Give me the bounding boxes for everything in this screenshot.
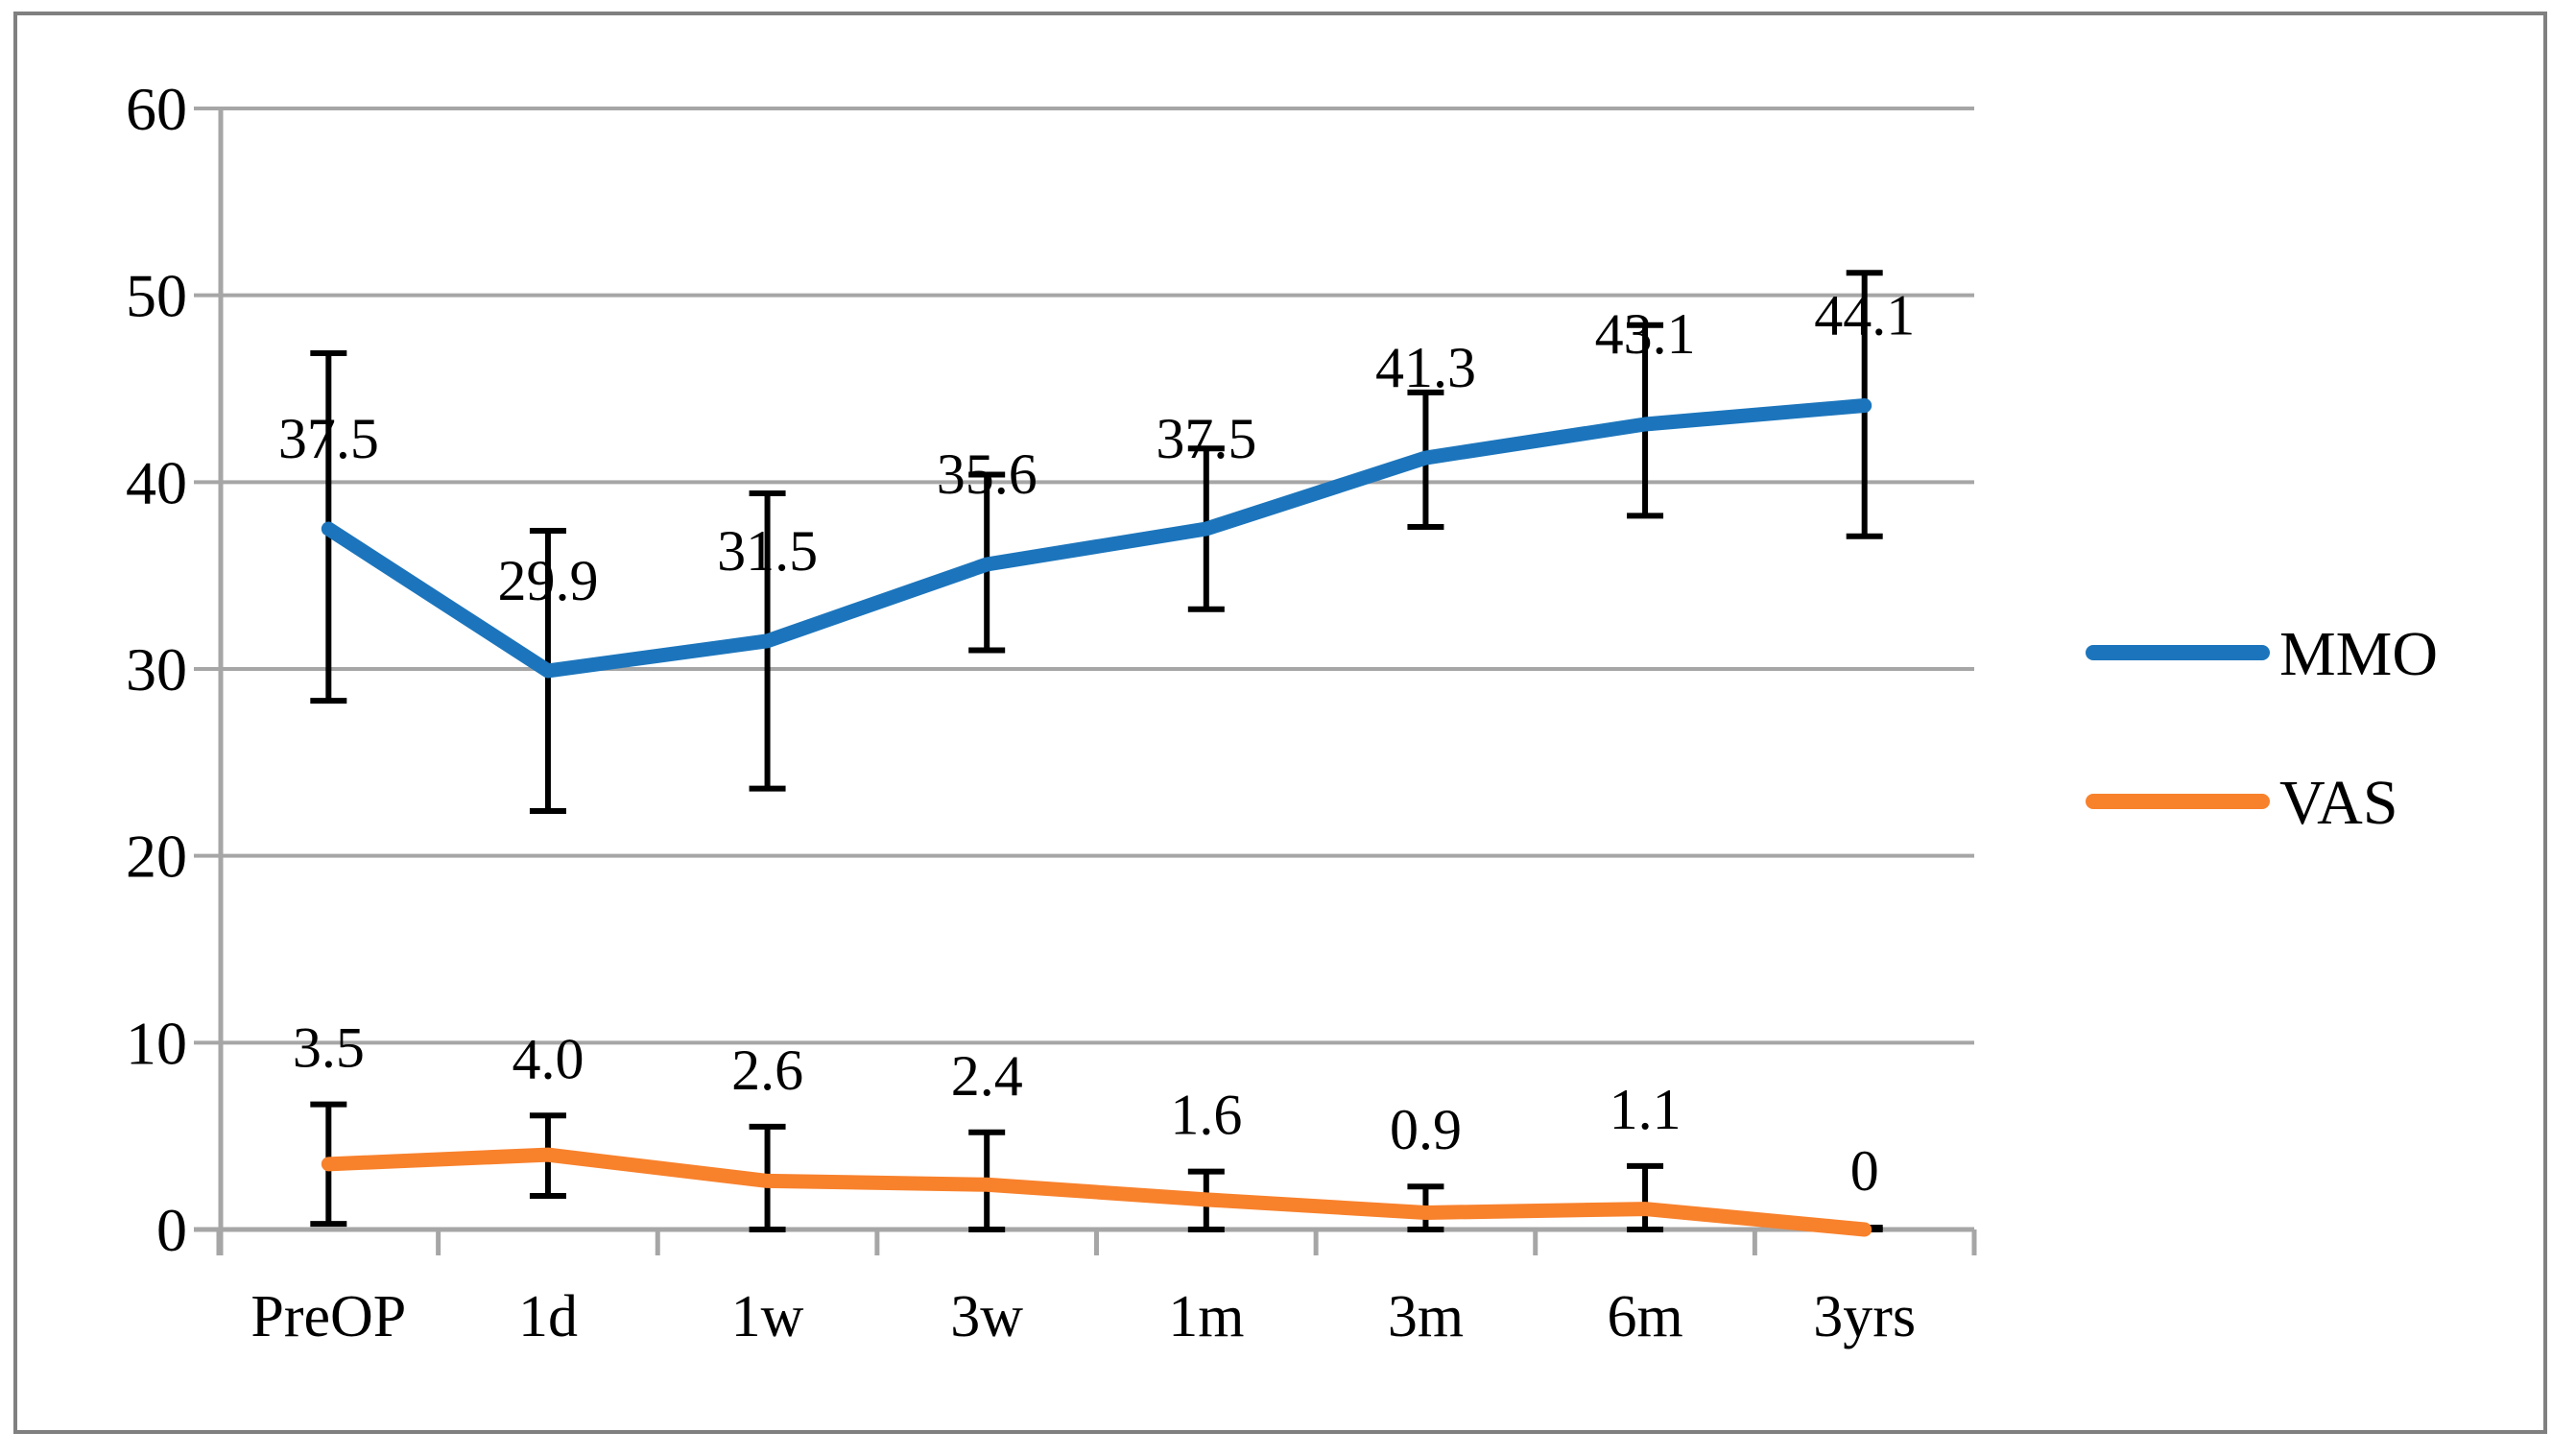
legend-label-mmo: MMO <box>2279 619 2438 689</box>
y-tick-label: 0 <box>156 1196 187 1264</box>
data-label-mmo: 37.5 <box>1156 407 1256 470</box>
x-tick-label: 3yrs <box>1813 1284 1916 1349</box>
data-label-mmo: 41.3 <box>1375 336 1476 399</box>
data-label-vas: 0 <box>1850 1139 1879 1203</box>
data-label-vas: 4.0 <box>512 1027 584 1090</box>
data-label-vas: 0.9 <box>1390 1098 1462 1161</box>
data-label-mmo: 43.1 <box>1595 302 1696 366</box>
data-label-vas: 1.6 <box>1170 1084 1242 1147</box>
x-tick-label: 3m <box>1388 1284 1464 1349</box>
data-label-vas: 3.5 <box>293 1016 365 1080</box>
data-label-vas: 1.1 <box>1610 1078 1682 1141</box>
y-tick-label: 40 <box>126 448 187 516</box>
data-label-vas: 2.6 <box>731 1038 803 1102</box>
x-tick-label: 1d <box>518 1284 578 1349</box>
data-label-mmo: 31.5 <box>717 519 818 583</box>
legend-label-vas: VAS <box>2279 768 2398 838</box>
data-label-mmo: 29.9 <box>497 549 598 612</box>
y-tick-label: 20 <box>126 823 187 891</box>
y-tick-label: 50 <box>126 262 187 330</box>
data-label-mmo: 35.6 <box>937 442 1038 506</box>
y-tick-label: 60 <box>126 75 187 143</box>
x-tick-label: 6m <box>1607 1284 1682 1349</box>
data-label-mmo: 37.5 <box>278 407 379 470</box>
x-tick-label: 1w <box>731 1284 804 1349</box>
series-line-mmo <box>321 398 1872 679</box>
y-tick-label: 10 <box>126 1009 187 1077</box>
y-tick-label: 30 <box>126 635 187 704</box>
x-tick-label: 3w <box>950 1284 1023 1349</box>
data-label-vas: 2.4 <box>951 1044 1023 1108</box>
series-line-vas <box>321 1147 1872 1237</box>
x-tick-label: PreOP <box>250 1284 406 1349</box>
data-label-mmo: 44.1 <box>1814 284 1915 347</box>
x-tick-label: 1m <box>1168 1284 1244 1349</box>
figure-border <box>13 12 2547 1434</box>
